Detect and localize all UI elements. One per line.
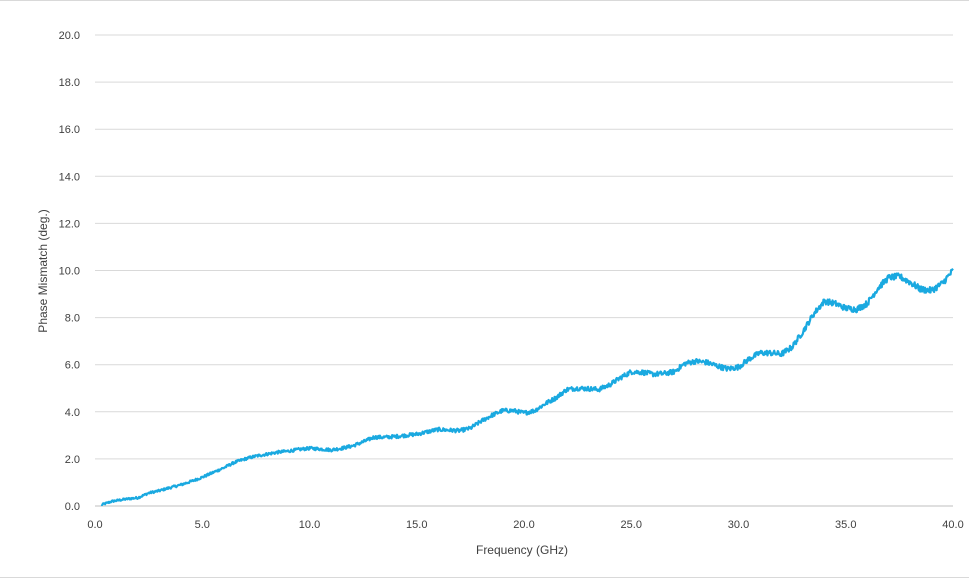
y-tick-label: 12.0 <box>59 218 80 230</box>
y-tick-label: 4.0 <box>65 407 80 419</box>
y-axis-tick-labels: 0.0 2.0 4.0 6.0 8.0 10.0 12.0 14.0 16.0 18.0 20.0 <box>59 30 80 513</box>
x-tick-label: 25.0 <box>621 519 642 531</box>
series-line-0 <box>100 268 954 507</box>
gridlines <box>95 34 953 507</box>
x-tick-label: 40.0 <box>942 519 963 531</box>
y-tick-label: 10.0 <box>59 266 80 278</box>
x-axis-title: Frequency (GHz) <box>476 543 568 557</box>
y-axis-title: Phase Mismatch (deg.) <box>36 209 50 332</box>
x-tick-label: 20.0 <box>513 519 534 531</box>
y-tick-label: 6.0 <box>65 360 80 372</box>
x-tick-label: 30.0 <box>728 519 749 531</box>
y-tick-label: 18.0 <box>59 77 80 89</box>
x-tick-label: 0.0 <box>87 519 102 531</box>
x-tick-label: 35.0 <box>835 519 856 531</box>
series-lines <box>100 268 954 507</box>
y-tick-label: 16.0 <box>59 124 80 136</box>
x-tick-label: 10.0 <box>299 519 320 531</box>
y-tick-label: 14.0 <box>59 171 80 183</box>
x-tick-label: 15.0 <box>406 519 427 531</box>
y-tick-label: 2.0 <box>65 454 80 466</box>
y-tick-label: 0.0 <box>65 501 80 513</box>
x-axis-tick-labels: 0.0 5.0 10.0 15.0 20.0 25.0 30.0 35.0 40.0 <box>87 519 963 531</box>
y-tick-label: 20.0 <box>59 30 80 42</box>
y-tick-label: 8.0 <box>65 313 80 325</box>
x-tick-label: 5.0 <box>195 519 210 531</box>
